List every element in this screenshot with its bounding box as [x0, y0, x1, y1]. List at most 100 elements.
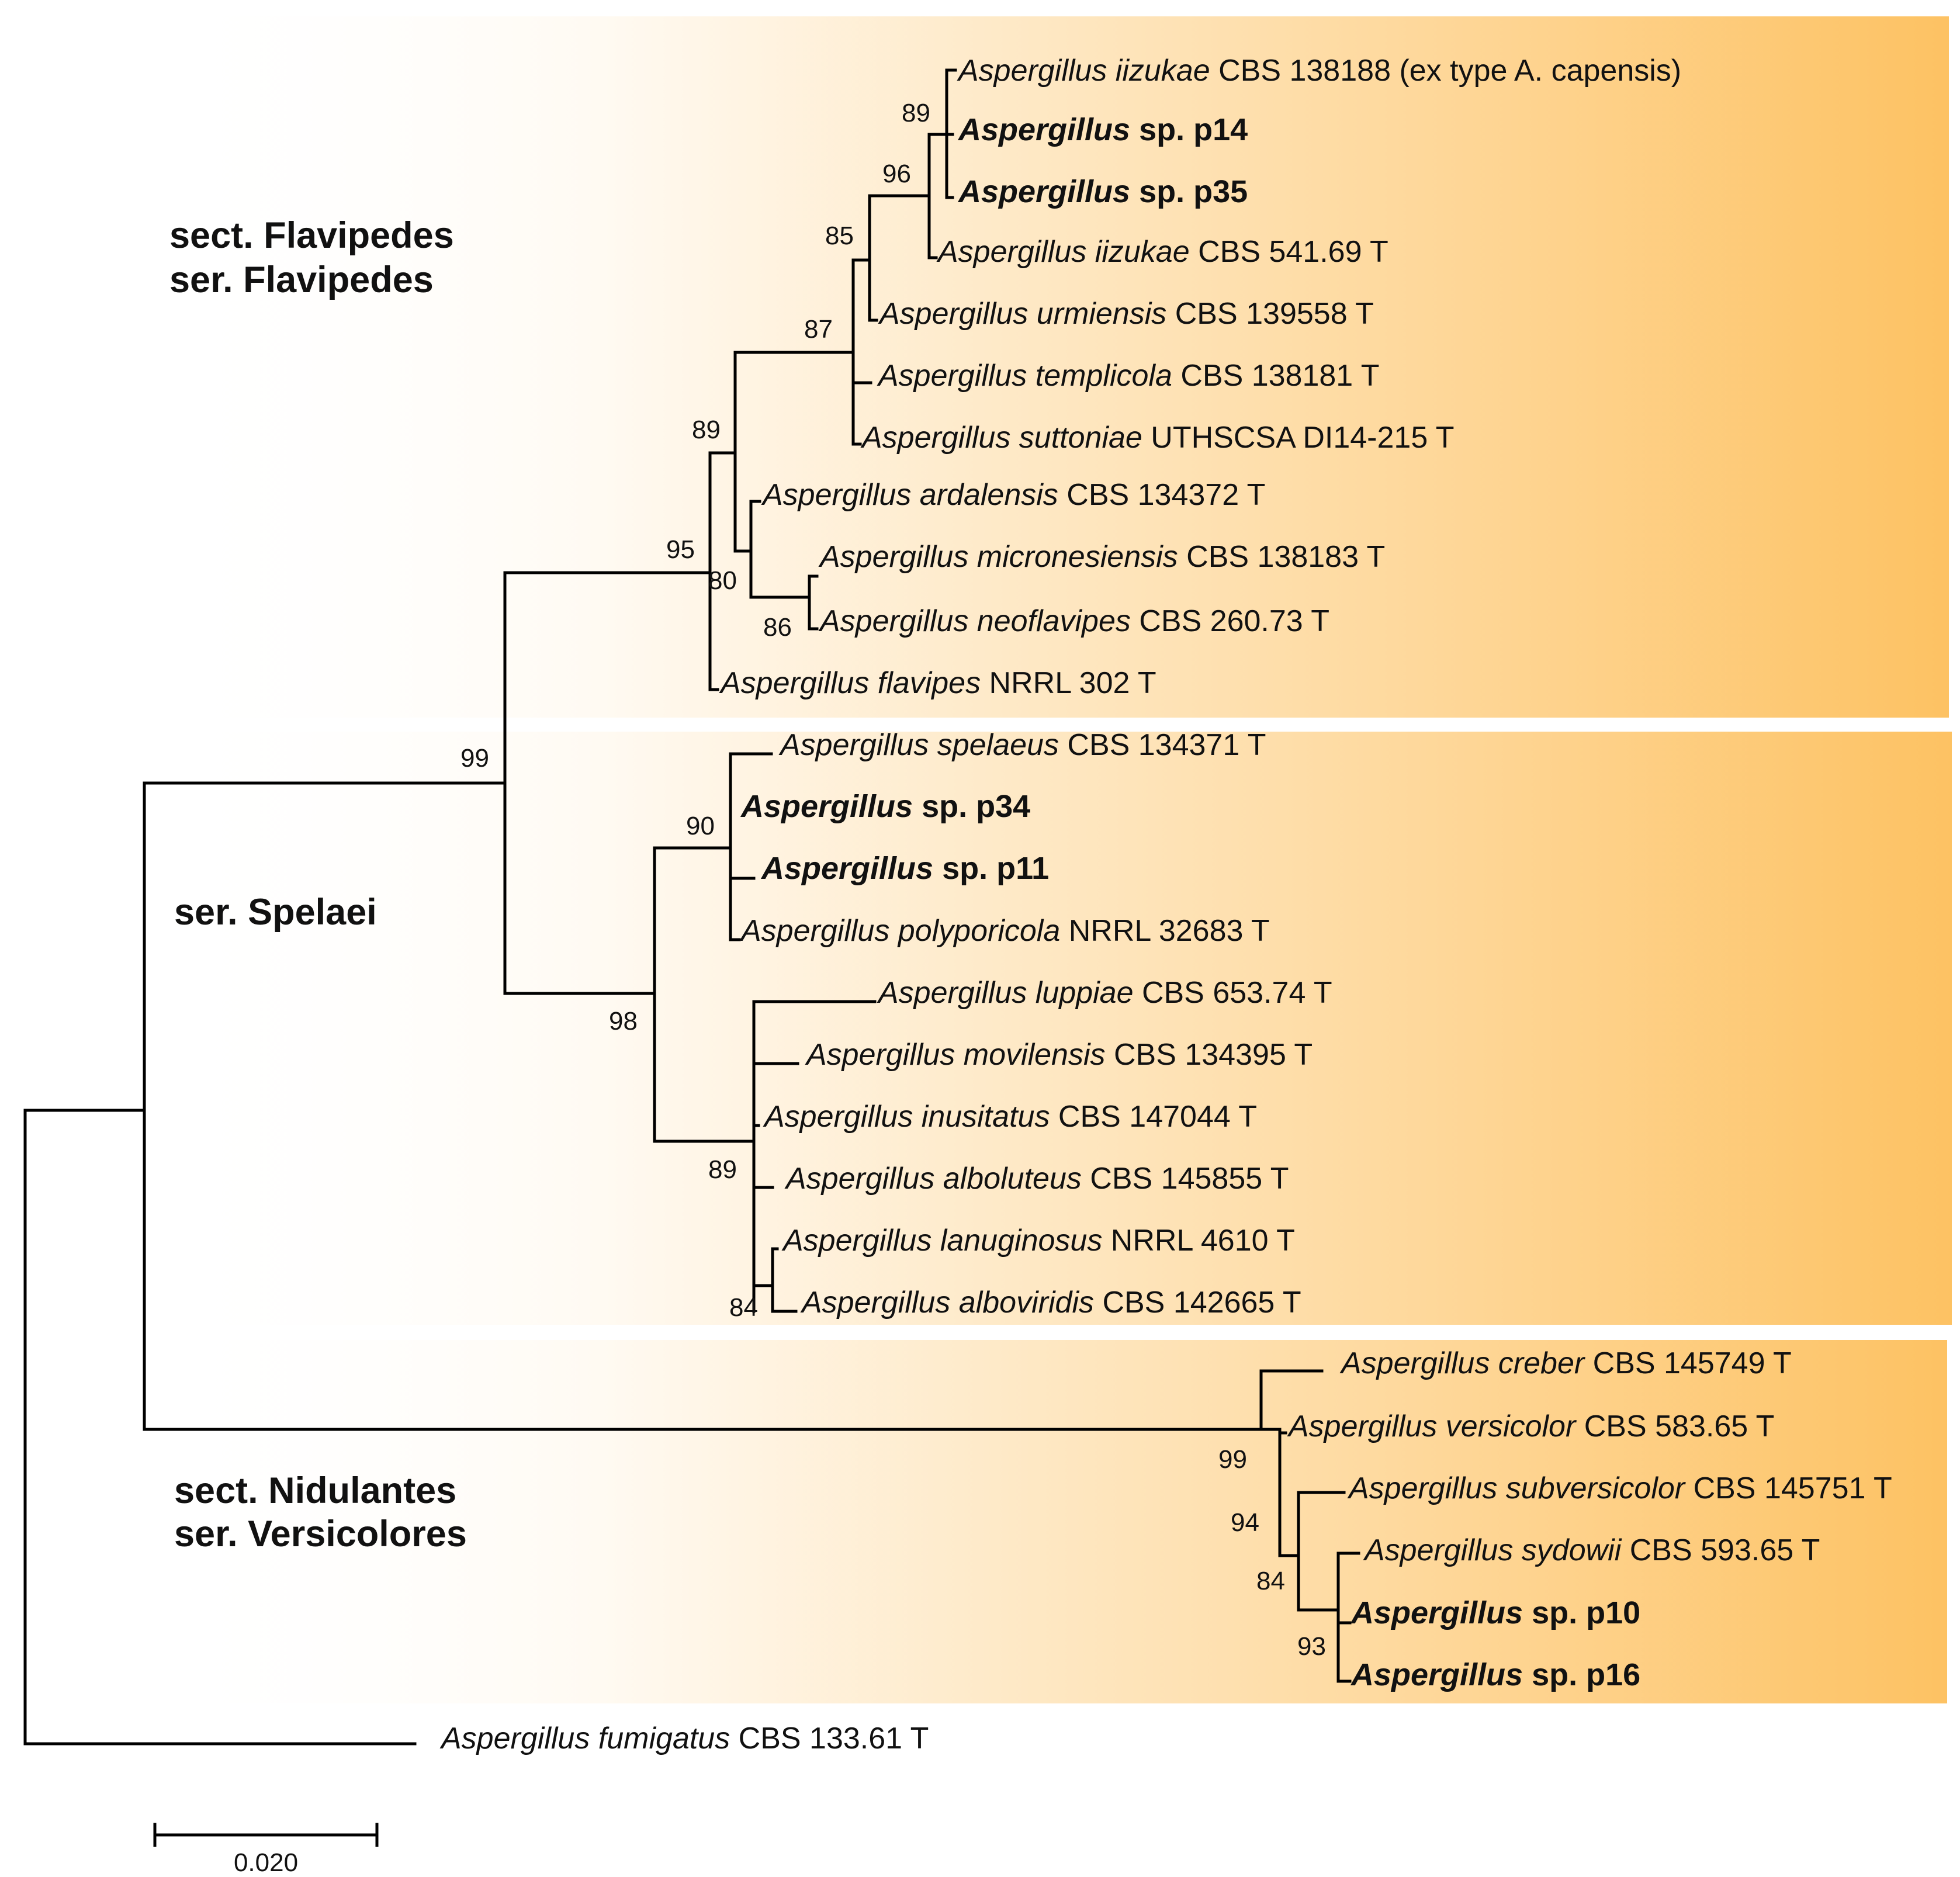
bootstrap-value: 85	[825, 221, 854, 250]
branch-vers-94	[1278, 1431, 1300, 1557]
taxon-label: Aspergillus sydowii CBS 593.65 T	[1363, 1533, 1820, 1567]
taxon-label: Aspergillus fumigatus CBS 133.61 T	[439, 1722, 929, 1755]
branch-vers-99	[1259, 1369, 1324, 1557]
taxon-strain: sp. p11	[933, 851, 1049, 886]
taxon-label: Aspergillus flavipes NRRL 302 T	[719, 666, 1156, 700]
taxon-label: Aspergillus sp. p11	[760, 851, 1049, 886]
taxon-species: Aspergillus luppiae	[877, 976, 1134, 1010]
taxon-label: Aspergillus creber CBS 145749 T	[1339, 1346, 1792, 1380]
taxon-species: Aspergillus sydowii	[1363, 1533, 1622, 1567]
taxon-strain: CBS 260.73 T	[1131, 604, 1329, 638]
taxon-species: Aspergillus suttoniae	[860, 421, 1142, 455]
taxon-strain: CBS 138183 T	[1178, 540, 1386, 574]
taxon-species: Aspergillus spelaeus	[778, 728, 1059, 762]
taxon-label: Aspergillus subversicolor CBS 145751 T	[1347, 1471, 1892, 1505]
taxon-label: Aspergillus sp. p10	[1350, 1595, 1640, 1630]
taxon-species: Aspergillus	[957, 174, 1130, 209]
clade-box-spelaei	[152, 732, 1952, 1325]
taxon-strain: CBS 134371 T	[1059, 728, 1266, 762]
bootstrap-value: 89	[692, 415, 721, 444]
scale-bar: 0.020	[153, 1823, 379, 1877]
branch-spel-84	[752, 1247, 798, 1313]
branch-flav-87	[733, 258, 872, 446]
taxon-species: Aspergillus neoflavipes	[818, 604, 1131, 638]
taxon-label: Aspergillus alboviridis CBS 142665 T	[800, 1286, 1301, 1320]
group-flavipedes-line2: ser. Flavipedes	[169, 259, 434, 300]
scale-bar-line	[153, 1823, 379, 1847]
bootstrap-values: 89 96 85 87 89 95 80 86 99 90 98 89 84 99 94 84 93	[460, 99, 1326, 1661]
taxon-species: Aspergillus iizukae	[957, 54, 1210, 88]
taxon-strain: CBS 133.61 T	[730, 1722, 929, 1755]
taxon-strain: CBS 147044 T	[1050, 1100, 1257, 1134]
taxon-label: Aspergillus inusitatus CBS 147044 T	[763, 1100, 1257, 1134]
taxon-label: Aspergillus sp. p14	[957, 112, 1248, 147]
bootstrap-value: 87	[804, 315, 833, 344]
bootstrap-value: 96	[882, 160, 911, 188]
taxon-species: Aspergillus flavipes	[719, 666, 981, 700]
branch-vers-84	[1297, 1491, 1346, 1612]
taxon-species: Aspergillus alboluteus	[784, 1162, 1082, 1196]
taxon-strain: CBS 145751 T	[1685, 1471, 1892, 1505]
taxon-species: Aspergillus creber	[1339, 1346, 1586, 1380]
taxon-label: Aspergillus micronesiensis CBS 138183 T	[818, 540, 1385, 574]
taxon-species: Aspergillus inusitatus	[763, 1100, 1050, 1134]
group-label-flavipedes: sect. Flavipedes ser. Flavipedes	[169, 215, 464, 300]
clade-box-flavipedes	[152, 16, 1949, 718]
taxon-strain: CBS 593.65 T	[1621, 1533, 1820, 1567]
taxon-species: Aspergillus polyporicola	[739, 914, 1060, 948]
taxon-label: Aspergillus templicola CBS 138181 T	[877, 359, 1380, 393]
bootstrap-value: 86	[763, 613, 792, 642]
bootstrap-value: 99	[1218, 1445, 1247, 1474]
taxon-strain: NRRL 302 T	[981, 666, 1156, 700]
bootstrap-value: 95	[666, 535, 695, 564]
taxon-strain: sp. p35	[1130, 174, 1248, 209]
tree-branches	[23, 68, 1360, 1746]
branch-flav-base	[708, 451, 719, 691]
bootstrap-value: 99	[460, 744, 489, 773]
taxon-species: Aspergillus iizukae	[936, 235, 1190, 269]
branch-flav-80	[733, 500, 819, 631]
taxon-species: Aspergillus	[740, 789, 913, 824]
taxon-strain: CBS 134395 T	[1106, 1038, 1313, 1072]
bootstrap-value: 94	[1231, 1508, 1259, 1537]
taxon-label: Aspergillus suttoniae UTHSCSA DI14-215 T	[860, 421, 1455, 455]
branch-flav-85	[851, 194, 878, 322]
taxon-label: Aspergillus spelaeus CBS 134371 T	[778, 728, 1266, 762]
taxon-strain: sp. p34	[913, 789, 1030, 824]
taxon-species: Aspergillus ardalensis	[761, 478, 1058, 512]
taxon-species: Aspergillus templicola	[877, 359, 1172, 393]
taxon-label: Aspergillus versicolor CBS 583.65 T	[1287, 1410, 1774, 1443]
group-label-spelaei: ser. Spelaei	[174, 892, 377, 933]
taxon-label: Aspergillus sp. p16	[1350, 1657, 1640, 1692]
bootstrap-value: 93	[1297, 1632, 1326, 1661]
taxon-label: Aspergillus sp. p34	[740, 789, 1030, 824]
branch-spel-90	[653, 752, 773, 941]
taxon-label: Aspergillus sp. p35	[957, 174, 1248, 209]
taxon-strain: NRRL 32683 T	[1060, 914, 1269, 948]
bootstrap-value: 89	[902, 99, 930, 127]
taxon-species: Aspergillus alboviridis	[800, 1286, 1094, 1320]
bootstrap-value: 89	[708, 1155, 737, 1184]
group-versicolores-line2: ser. Versicolores	[174, 1514, 467, 1554]
bootstrap-value: 90	[686, 812, 715, 840]
branch-vers-93	[1336, 1552, 1360, 1683]
taxon-strain: NRRL 4610 T	[1102, 1224, 1295, 1258]
taxon-labels: Aspergillus iizukae CBS 138188 (ex type …	[439, 54, 1892, 1755]
bootstrap-value: 84	[729, 1293, 758, 1322]
scale-bar-label: 0.020	[234, 1848, 298, 1877]
taxon-label: Aspergillus luppiae CBS 653.74 T	[877, 976, 1332, 1010]
taxon-species: Aspergillus	[957, 112, 1130, 147]
taxon-species: Aspergillus	[760, 851, 933, 886]
branch-root	[23, 1109, 417, 1746]
taxon-species: Aspergillus versicolor	[1287, 1410, 1577, 1443]
taxon-strain: CBS 145855 T	[1082, 1162, 1289, 1196]
taxon-strain: CBS 583.65 T	[1575, 1410, 1774, 1443]
taxon-strain: sp. p10	[1523, 1595, 1640, 1630]
taxon-label: Aspergillus iizukae CBS 541.69 T	[936, 235, 1388, 269]
taxon-label: Aspergillus urmiensis CBS 139558 T	[878, 297, 1374, 331]
taxon-strain: CBS 541.69 T	[1190, 235, 1388, 269]
taxon-species: Aspergillus subversicolor	[1347, 1471, 1687, 1505]
bootstrap-value: 98	[609, 1007, 638, 1036]
taxon-species: Aspergillus micronesiensis	[818, 540, 1178, 574]
